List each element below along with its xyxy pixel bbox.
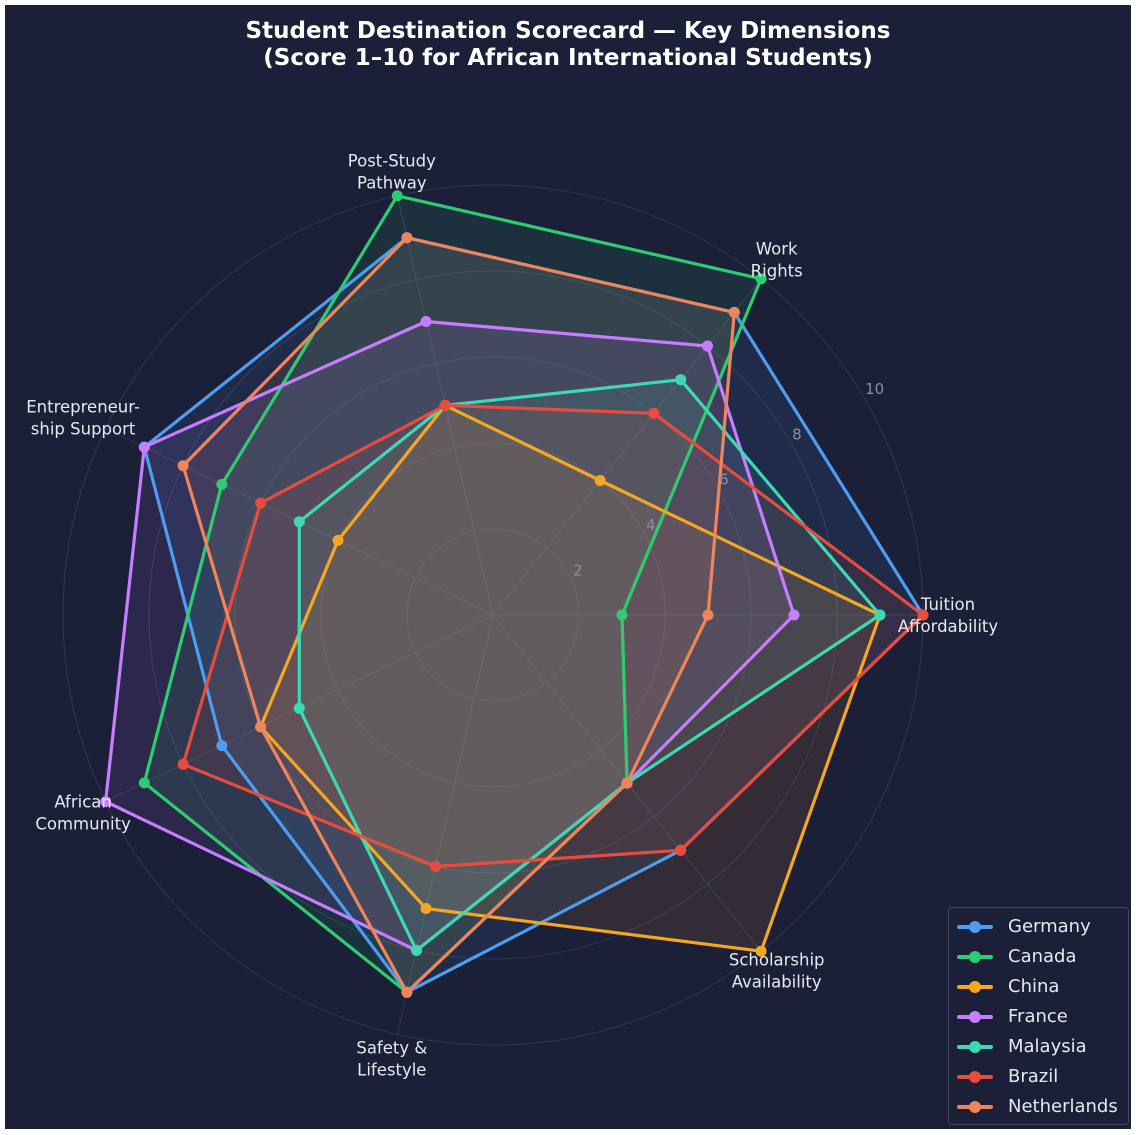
point-france-african-community bbox=[100, 796, 112, 808]
point-france-post-study-pathway bbox=[420, 316, 432, 327]
legend-item-canada: Canada bbox=[957, 942, 1127, 972]
series-fill-brazil bbox=[183, 405, 924, 867]
point-brazil-scholarship-availability bbox=[675, 844, 687, 856]
legend-label-brazil: Brazil bbox=[1008, 1066, 1059, 1087]
legend-label-france: France bbox=[1008, 1006, 1068, 1027]
legend-label-malaysia: Malaysia bbox=[1008, 1036, 1087, 1057]
legend-marker-brazil bbox=[969, 1071, 981, 1083]
axis-label-tuition-affordability-line-2: Affordability bbox=[898, 617, 999, 636]
point-china-scholarship-availability bbox=[755, 945, 767, 957]
point-brazil-post-study-pathway bbox=[439, 399, 451, 411]
point-brazil-entrepreneurship-support bbox=[255, 497, 267, 509]
legend-item-germany: Germany bbox=[957, 912, 1127, 942]
point-france-entrepreneurship-support bbox=[138, 441, 150, 453]
r-tick-label-4: 4 bbox=[646, 516, 656, 534]
legend-marker-canada bbox=[969, 951, 981, 963]
point-malaysia-african-community bbox=[293, 702, 305, 714]
chart-panel bbox=[5, 5, 1131, 1129]
series-line-netherlands bbox=[181, 236, 736, 994]
radial-tick-labels: 2 4 6 8 10 bbox=[573, 380, 884, 580]
axis-label-post-study-pathway-line-1: Post-Study bbox=[348, 151, 436, 170]
r-tick-label-10: 10 bbox=[865, 380, 884, 398]
axis-label-work-rights-line-1: Work bbox=[756, 239, 798, 258]
point-netherlands-work-rights bbox=[728, 306, 740, 318]
axis-label-entrepreneurship-support-line-2: ship Support bbox=[31, 420, 136, 439]
point-brazil-african-community bbox=[177, 758, 189, 770]
legend-marker-france bbox=[969, 1011, 981, 1023]
series-brazil bbox=[177, 399, 929, 872]
legend-label-germany: Germany bbox=[1008, 916, 1091, 937]
r-tick-label-2: 2 bbox=[573, 562, 583, 580]
point-china-entrepreneurship-support bbox=[332, 534, 344, 546]
point-netherlands-post-study-pathway bbox=[401, 232, 413, 244]
point-canada-tuition-affordability bbox=[616, 609, 628, 621]
legend-item-china: China bbox=[957, 972, 1127, 1002]
legend-item-brazil: Brazil bbox=[957, 1062, 1127, 1092]
axis-label-safety-lifestyle-line-1: Safety & bbox=[356, 1039, 427, 1058]
axis-label-african-community-line-2: Community bbox=[35, 814, 131, 833]
point-netherlands-scholarship-availability bbox=[621, 777, 633, 789]
series-netherlands bbox=[177, 232, 740, 998]
point-netherlands-african-community bbox=[255, 721, 267, 733]
point-malaysia-entrepreneurship-support bbox=[293, 516, 305, 528]
legend-item-france: France bbox=[957, 1002, 1127, 1032]
point-canada-african-community bbox=[138, 777, 150, 789]
legend-marker-malaysia bbox=[969, 1041, 981, 1053]
point-canada-entrepreneurship-support bbox=[216, 478, 228, 490]
grid-spoke-safety-lifestyle bbox=[396, 614, 494, 1035]
series-line-malaysia bbox=[297, 378, 882, 953]
point-netherlands-entrepreneurship-support bbox=[177, 460, 189, 472]
point-canada-post-study-pathway bbox=[391, 190, 403, 202]
r-tick-label-8: 8 bbox=[792, 425, 802, 443]
chart-title-line-1: Student Destination Scorecard — Key Dime… bbox=[245, 18, 891, 44]
legend-item-malaysia: Malaysia bbox=[957, 1032, 1127, 1062]
axis-label-scholarship-availability-line-2: Availability bbox=[732, 973, 822, 992]
axis-labels: Tuition Affordability Work Rights Post-Study… bbox=[26, 151, 998, 1079]
axis-label-safety-lifestyle-line-2: Lifestyle bbox=[357, 1061, 426, 1080]
axis-label-work-rights-line-2: Rights bbox=[751, 261, 803, 280]
series-fill-netherlands bbox=[183, 237, 735, 993]
series-fill-malaysia bbox=[299, 379, 880, 951]
point-malaysia-safety-lifestyle bbox=[411, 944, 422, 956]
point-china-work-rights bbox=[594, 475, 606, 486]
series-line-brazil bbox=[181, 403, 925, 869]
r-tick-label-6: 6 bbox=[719, 471, 729, 489]
point-netherlands-safety-lifestyle bbox=[401, 986, 413, 998]
point-brazil-safety-lifestyle bbox=[430, 861, 442, 872]
axis-label-scholarship-availability-line-1: Scholarship bbox=[729, 951, 825, 970]
legend-item-netherlands: Netherlands bbox=[957, 1092, 1127, 1122]
legend-label-netherlands: Netherlands bbox=[1008, 1096, 1118, 1117]
point-malaysia-tuition-affordability bbox=[874, 609, 886, 621]
axis-label-entrepreneurship-support-line-1: Entrepreneur- bbox=[26, 398, 140, 417]
point-france-work-rights bbox=[702, 340, 713, 352]
legend-label-canada: Canada bbox=[1008, 946, 1077, 967]
point-brazil-work-rights bbox=[648, 407, 660, 419]
axis-label-african-community-line-1: African bbox=[54, 792, 112, 811]
axis-label-post-study-pathway-line-2: Pathway bbox=[357, 173, 427, 192]
point-china-safety-lifestyle bbox=[420, 903, 432, 914]
legend-marker-netherlands bbox=[969, 1101, 981, 1113]
point-netherlands-tuition-affordability bbox=[702, 609, 714, 621]
grid-spoke-work-rights bbox=[492, 278, 762, 616]
axis-label-tuition-affordability-line-1: Tuition bbox=[920, 595, 975, 614]
series-lines bbox=[100, 190, 929, 998]
legend: Germany Canada China France Malaysia Bra… bbox=[948, 907, 1129, 1125]
legend-label-china: China bbox=[1008, 976, 1060, 997]
point-canada-work-rights bbox=[755, 273, 767, 285]
point-brazil-tuition-affordability bbox=[917, 609, 929, 621]
point-germany-african-community bbox=[216, 740, 228, 752]
series-fill-france bbox=[105, 321, 795, 951]
point-malaysia-work-rights bbox=[675, 374, 687, 386]
point-france-tuition-affordability bbox=[788, 609, 800, 621]
chart-title-line-2: (Score 1–10 for African International St… bbox=[263, 45, 873, 71]
legend-marker-germany bbox=[969, 921, 981, 933]
legend-marker-china bbox=[969, 981, 981, 993]
